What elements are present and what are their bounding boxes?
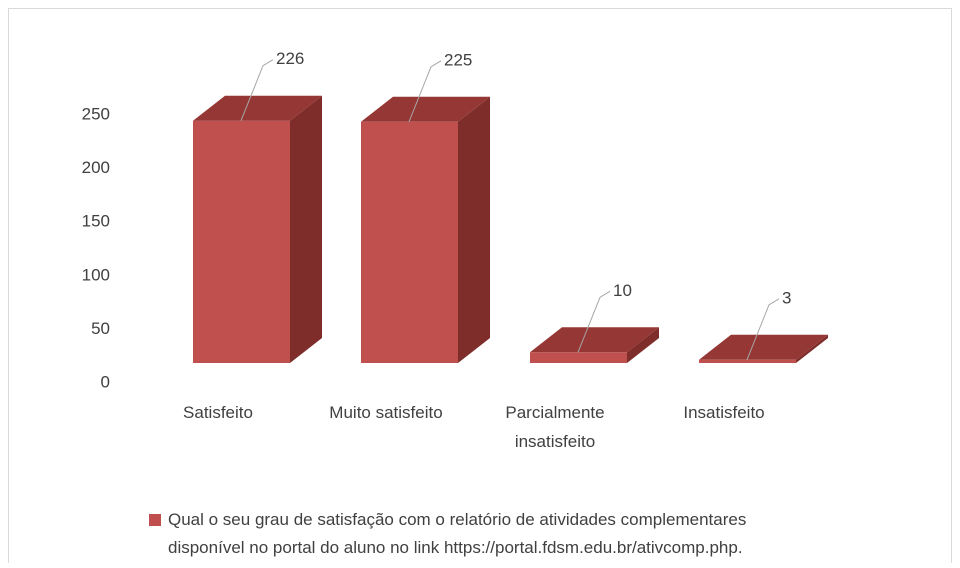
- bar-front: [699, 359, 796, 363]
- legend-swatch: [149, 514, 161, 526]
- data-label: 3: [782, 288, 791, 307]
- data-label: 226: [276, 49, 304, 68]
- bar: [699, 334, 828, 363]
- bar-side: [796, 334, 828, 363]
- x-tick-label: Satisfeito: [183, 403, 253, 422]
- bar-side: [627, 327, 659, 363]
- bar-front: [193, 120, 290, 363]
- leader-line: [577, 290, 611, 353]
- bar-front: [361, 121, 458, 363]
- bar-top: [530, 327, 659, 353]
- bar-side: [290, 95, 322, 363]
- bar: [361, 96, 490, 364]
- data-label: 225: [444, 50, 472, 69]
- bar-front: [530, 352, 627, 363]
- x-tick-label: Insatisfeito: [683, 403, 764, 422]
- bar: [193, 95, 322, 363]
- legend-label: Qual o seu grau de satisfação com o rela…: [168, 510, 746, 557]
- y-tick-label: 50: [91, 319, 110, 338]
- leader-line: [746, 298, 780, 360]
- bar: [530, 327, 659, 363]
- bar-top: [361, 96, 490, 122]
- y-tick-label: 0: [101, 372, 110, 391]
- bar-top: [193, 95, 322, 121]
- leader-line: [240, 59, 274, 121]
- bar-side: [458, 96, 490, 364]
- y-tick-label: 150: [82, 212, 110, 231]
- bar-top: [699, 334, 828, 360]
- data-label: 10: [613, 281, 632, 300]
- y-tick-label: 250: [82, 104, 110, 123]
- y-tick-label: 200: [82, 158, 110, 177]
- leader-line: [408, 60, 442, 122]
- y-tick-label: 100: [82, 265, 110, 284]
- x-tick-label: Muito satisfeito: [329, 403, 442, 422]
- x-tick-label: Parcialmente insatisfeito: [505, 403, 604, 451]
